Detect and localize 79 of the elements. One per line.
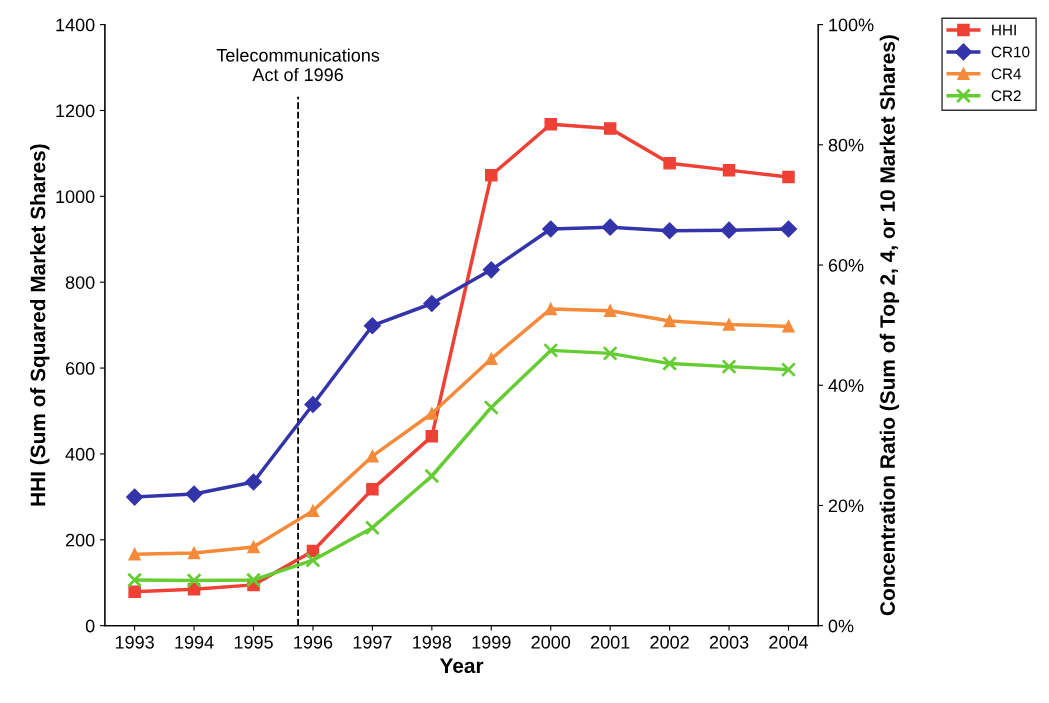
y-tick-label: 600 [65, 362, 95, 375]
point [721, 358, 737, 375]
point [601, 218, 619, 236]
legend-label: HHI [992, 24, 1016, 36]
y-tick-label: 1200 [56, 104, 95, 118]
y2-tick-label: 0% [828, 619, 854, 633]
point [304, 395, 322, 414]
x-tick-label: 2001 [591, 635, 630, 649]
point [424, 468, 440, 484]
point [128, 585, 141, 599]
point [186, 572, 202, 589]
x-tick-label: 2000 [531, 635, 571, 649]
x-tick-label: 1996 [294, 635, 333, 649]
point [244, 473, 263, 491]
point [185, 485, 203, 503]
x-tick-label: 1998 [413, 635, 452, 649]
x-tick-label: 1999 [472, 635, 511, 649]
point [720, 221, 738, 239]
point [542, 220, 560, 238]
point [483, 399, 499, 416]
point [544, 302, 557, 316]
y-tick-label: 1400 [56, 18, 95, 32]
x-tick-label: 2002 [650, 635, 689, 649]
point [722, 318, 736, 331]
point [722, 163, 736, 177]
point [603, 122, 617, 135]
point [126, 488, 144, 506]
point [485, 352, 498, 366]
point [663, 314, 676, 328]
y-tick-label: 0 [85, 619, 95, 633]
point [425, 407, 439, 420]
point [782, 320, 795, 333]
point [482, 261, 500, 279]
y-tick-label: 800 [65, 276, 95, 289]
point [126, 572, 143, 588]
point [603, 304, 617, 317]
y2-tick-label: 40% [828, 379, 864, 392]
y-tick-label: 400 [65, 447, 95, 461]
point [306, 504, 320, 518]
y2-tick-label: 80% [828, 138, 864, 152]
point [544, 117, 557, 131]
legend-label: CR4 [991, 68, 1022, 80]
y2-tick-label: 100% [829, 18, 874, 32]
point [128, 547, 141, 561]
ref-line-label: Telecommunications Act of 1996 [216, 48, 380, 82]
x-tick-label: 1997 [353, 635, 392, 649]
point [187, 546, 201, 560]
x-tick-label: 2003 [709, 635, 749, 649]
y2-tick-label: 20% [828, 499, 864, 513]
point [543, 342, 559, 359]
point [423, 294, 441, 313]
y-tick-label: 1000 [56, 190, 95, 204]
point [247, 540, 260, 554]
legend-label: CR10 [991, 46, 1030, 58]
point [782, 170, 795, 184]
point [366, 449, 379, 463]
x-axis-title: Year [439, 658, 484, 674]
y2-axis-title: Concentration Ratio (Sum of Top 2, 4, or 10 Market Shares) [879, 35, 900, 616]
point [245, 572, 262, 588]
x-tick-label: 1995 [234, 635, 273, 649]
point [661, 355, 678, 372]
point [366, 482, 379, 496]
point [305, 552, 321, 568]
point [661, 222, 679, 240]
x-tick-label: 1993 [115, 635, 154, 649]
point [780, 361, 797, 378]
x-tick-label: 2004 [769, 635, 809, 649]
legend-label: CR2 [991, 90, 1021, 102]
point [425, 430, 439, 443]
y2-tick-label: 60% [828, 258, 864, 272]
point [485, 169, 498, 182]
x-tick-label: 1994 [175, 635, 214, 649]
point [364, 520, 381, 536]
y-axis-title: HHI (Sum of Squared Market Shares) [30, 144, 50, 506]
point [363, 317, 381, 335]
point [602, 345, 618, 362]
point [779, 220, 798, 238]
y-tick-label: 200 [65, 533, 95, 547]
point [663, 157, 676, 170]
